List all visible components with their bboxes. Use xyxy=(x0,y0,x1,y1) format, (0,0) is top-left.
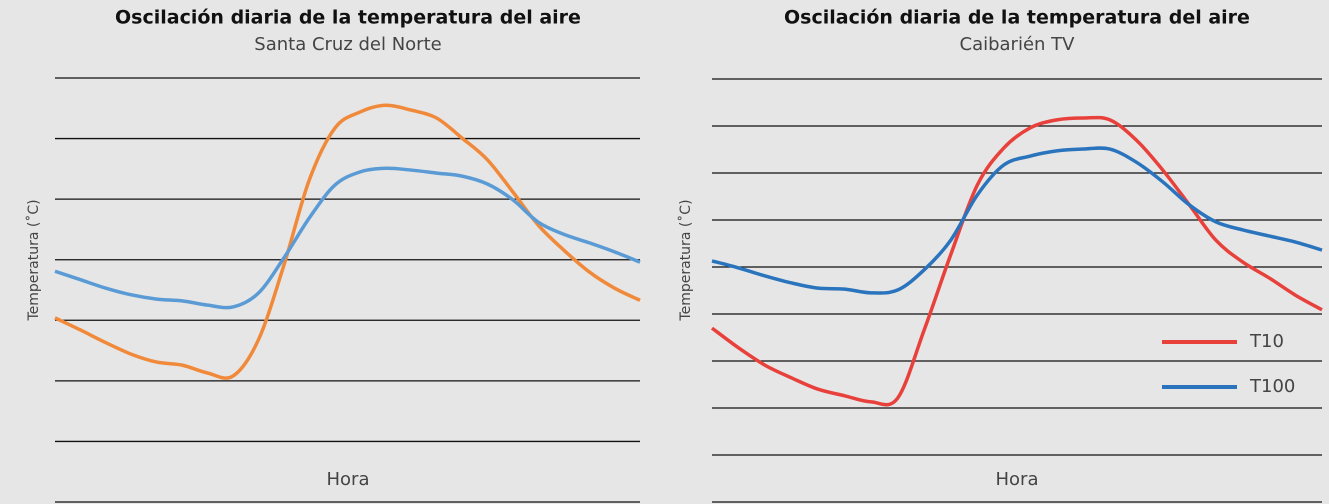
legend-label: T100 xyxy=(1249,376,1295,397)
x-axis-label: Hora xyxy=(996,469,1039,490)
legend-label: T10 xyxy=(1249,331,1284,352)
y-axis-label: Temperatura (˚C) xyxy=(677,199,694,321)
chart-title: Oscilación diaria de la temperatura del … xyxy=(115,7,581,29)
chart-subtitle: Caibarién TV xyxy=(960,34,1076,55)
x-axis-label: Hora xyxy=(327,469,370,490)
y-axis-label: Temperatura (˚C) xyxy=(25,199,42,321)
series-line xyxy=(711,146,1323,295)
series-line xyxy=(54,166,641,310)
chart-title: Oscilación diaria de la temperatura del … xyxy=(784,7,1250,29)
chart-subtitle: Santa Cruz del Norte xyxy=(254,34,441,55)
series-line xyxy=(710,115,1323,407)
series-line xyxy=(54,103,641,380)
